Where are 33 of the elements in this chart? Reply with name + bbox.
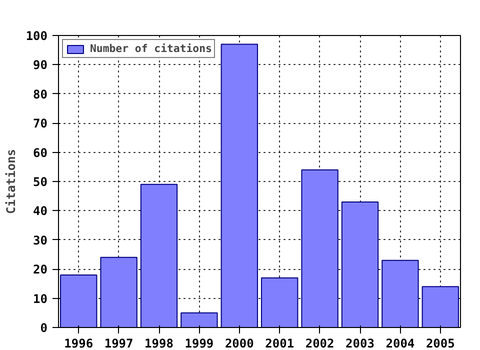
y-tick-label: 80: [33, 87, 48, 102]
y-axis-title: Citations: [4, 148, 18, 214]
bar: [261, 277, 298, 328]
x-tick-label: 1999: [184, 336, 214, 350]
x-tick-label: 2000: [224, 336, 254, 350]
x-tick-label: 2004: [386, 336, 415, 350]
bar: [341, 201, 379, 328]
x-tick-label: 2005: [426, 336, 455, 350]
y-tick-label: 60: [33, 146, 48, 160]
bar: [382, 260, 419, 328]
bar: [140, 184, 178, 328]
x-tick-label: 2001: [265, 336, 294, 350]
y-tick-label: 0: [40, 321, 48, 335]
y-tick-label: 40: [33, 204, 48, 218]
legend-label: Number of citations: [90, 42, 212, 55]
bar: [422, 286, 459, 328]
bar: [60, 274, 98, 328]
x-tick-label: 2003: [346, 336, 374, 350]
y-tick-label: 10: [33, 292, 48, 306]
x-tick-label: 1998: [144, 336, 174, 350]
y-tick-label: 70: [33, 116, 48, 131]
x-tick-label: 1996: [64, 336, 94, 350]
y-tick-label: 30: [33, 233, 48, 248]
y-tick-label: 90: [33, 58, 48, 72]
y-tick-label: 100: [26, 29, 48, 43]
y-tick-label: 50: [33, 175, 48, 189]
bar: [180, 312, 218, 328]
bar: [100, 256, 138, 328]
bar: [301, 169, 338, 328]
x-tick-label: 2002: [305, 336, 334, 350]
x-tick-label: 1997: [104, 336, 134, 350]
y-tick-label: 20: [33, 262, 48, 277]
bar: [220, 44, 258, 328]
